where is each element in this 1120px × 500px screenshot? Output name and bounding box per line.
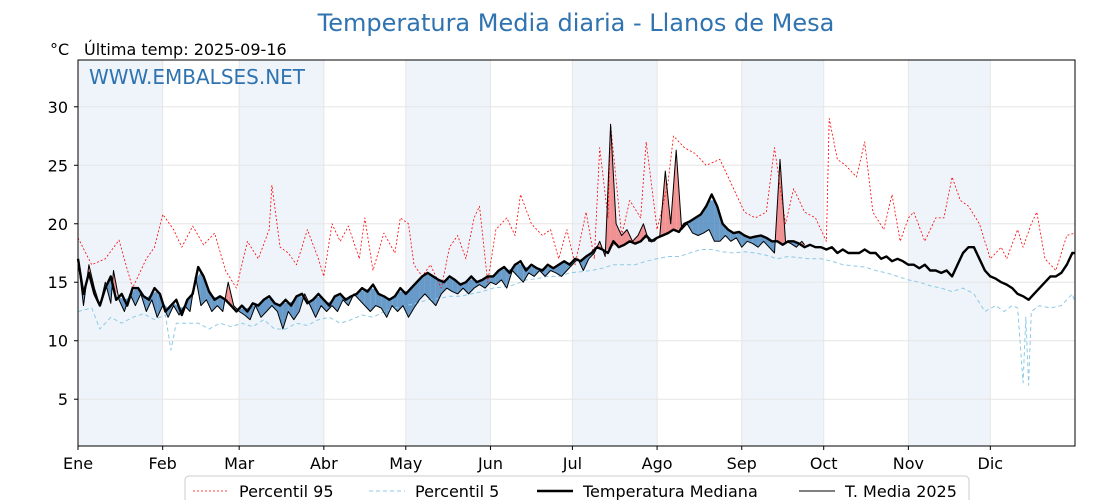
deviation-fill [424, 274, 431, 300]
x-axis-ticks: Ene Feb Mar Abr May Jun Jul Ago Sep Oct Nov Dic [63, 446, 1003, 473]
deviation-fill [315, 296, 322, 318]
deviation-fill [381, 295, 387, 318]
deviation-fill [151, 291, 158, 318]
legend-label-media2025: T. Media 2025 [844, 482, 957, 500]
deviation-fill [413, 279, 420, 308]
series-line-media2025 [77, 123, 805, 330]
series-line-median [76, 193, 1075, 317]
legend: Percentil 95 Percentil 5 Temperatura Media… [184, 475, 970, 500]
x-tick-label-dic: Dic [978, 454, 1004, 473]
deviation-fill [135, 288, 141, 306]
deviation-fill [441, 279, 447, 294]
deviation-fill [468, 279, 475, 294]
deviation-fill [337, 295, 343, 312]
deviation-fill [637, 223, 644, 243]
y-tick-label: 20 [48, 215, 68, 234]
series-line-p5 [77, 249, 1076, 386]
unit-label: °C [50, 40, 69, 59]
deviation-fill [501, 268, 507, 289]
deviation-fill [714, 200, 720, 242]
watermark: WWW.EMBALSES.NET [89, 65, 306, 89]
deviation-fill [561, 262, 567, 277]
deviation-fill [332, 295, 338, 312]
deviation-fill [359, 289, 365, 306]
y-tick-label: 10 [48, 332, 68, 351]
series-lines [76, 118, 1076, 386]
deviation-fill [736, 232, 742, 248]
deviation-fill [692, 216, 699, 236]
deviation-fill [419, 274, 425, 300]
x-tick-label-may: May [389, 454, 422, 473]
x-tick-label-mar: Mar [224, 454, 255, 473]
x-tick-label-abr: Abr [310, 454, 338, 473]
deviation-fill [621, 229, 628, 246]
series-line-p95 [77, 118, 1076, 289]
deviation-fill [266, 298, 272, 312]
deviation-fill [708, 200, 715, 242]
legend-label-p5: Percentil 5 [415, 482, 499, 500]
deviation-fill [277, 302, 283, 330]
y-tick-label: 15 [48, 273, 68, 292]
deviation-fill [512, 262, 518, 277]
deviation-fill [282, 302, 289, 330]
month-shade-nov [908, 60, 991, 446]
x-tick-label-jun: Jun [477, 454, 503, 473]
x-tick-label-sep: Sep [727, 454, 757, 473]
deviation-fill [758, 236, 764, 248]
legend-items: Percentil 95 Percentil 5 Temperatura Media… [193, 482, 957, 500]
deviation-fill [403, 291, 409, 318]
legend-box [184, 475, 970, 500]
deviation-fill [769, 239, 775, 253]
deviation-fill [408, 285, 414, 318]
deviation-fill [364, 288, 371, 312]
x-tick-label-nov: Nov [893, 454, 924, 473]
deviation-fill [130, 288, 136, 306]
y-axis-ticks: 5 10 15 20 25 30 [48, 98, 78, 409]
deviation-fill [370, 288, 376, 312]
deviation-fill [616, 223, 622, 246]
deviation-fill [545, 266, 551, 277]
deviation-fill [446, 278, 453, 292]
deviation-fill [106, 276, 111, 304]
month-shade-jul [572, 60, 658, 446]
month-shade-ene [78, 60, 163, 446]
x-tick-label-ene: Ene [63, 454, 93, 473]
x-tick-label-jul: Jul [562, 454, 582, 473]
deviation-fill [157, 291, 163, 318]
deviation-fill [185, 296, 190, 312]
chart-title: Temperatura Media diaria - Llanos de Mes… [317, 9, 835, 37]
plot-area-frame [77, 59, 1076, 447]
legend-label-median: Temperatura Mediana [582, 482, 758, 500]
deviation-fill [386, 298, 393, 318]
x-tick-label-feb: Feb [149, 454, 177, 473]
x-tick-label-ago: Ago [642, 454, 673, 473]
y-tick-label: 5 [58, 390, 68, 409]
deviation-fill [321, 296, 327, 312]
deviation-fill [217, 298, 223, 312]
last-temp-label: Última temp: 2025-09-16 [84, 40, 287, 59]
y-tick-label: 25 [48, 156, 68, 175]
deviation-fill [239, 308, 245, 315]
x-tick-label-oct: Oct [810, 454, 838, 473]
legend-label-p95: Percentil 95 [239, 482, 334, 500]
deviation-fill [528, 266, 535, 277]
month-shade-mar [239, 60, 324, 446]
deviation-fill [430, 274, 436, 306]
deviation-fill [200, 271, 207, 306]
y-tick-label: 30 [48, 98, 68, 117]
month-shade-sep [741, 60, 824, 446]
